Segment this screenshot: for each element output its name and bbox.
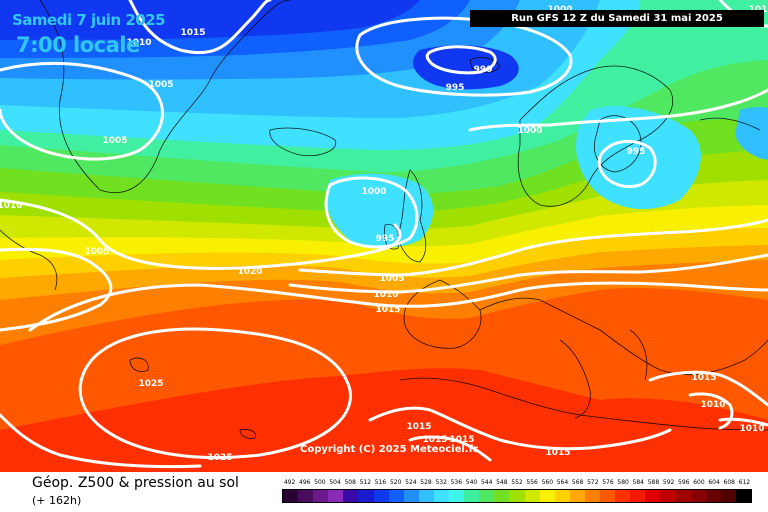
model-run-banner: Run GFS 12 Z du Samedi 31 mai 2025	[470, 10, 764, 27]
scale-swatch	[358, 490, 374, 502]
scale-swatch	[328, 490, 344, 502]
scale-label: 596	[678, 479, 690, 486]
isobar-label: 995	[446, 83, 465, 93]
scale-swatch	[494, 490, 510, 502]
color-scale-bar	[282, 489, 752, 503]
scale-swatch	[479, 490, 495, 502]
scale-label: 544	[480, 479, 493, 486]
scale-swatch	[298, 490, 314, 502]
isobars	[0, 0, 768, 469]
isobar-label: 1010	[0, 201, 23, 211]
scale-swatch	[705, 490, 721, 502]
scale-label: 528	[420, 479, 432, 486]
scale-swatch	[343, 490, 359, 502]
scale-label: 524	[405, 479, 417, 486]
geopotential-field: 1015 1010 1005 1005 1010 1005 1020 990 995 1000 10…	[0, 0, 768, 472]
isobar-label: 1015	[180, 28, 205, 38]
scale-label: 568	[571, 479, 584, 486]
scale-label: 576	[602, 479, 614, 486]
scale-swatch	[720, 490, 736, 502]
scale-label: 532	[435, 479, 447, 486]
scale-label: 552	[511, 479, 523, 486]
scale-label: 600	[693, 479, 705, 486]
isobar-label: 1010	[126, 38, 151, 48]
isobar-label: 1025	[138, 379, 163, 389]
isobar-label: 1005	[84, 247, 109, 257]
scale-label: 608	[723, 479, 735, 486]
weather-map: 1015 1010 1005 1005 1010 1005 1020 990 995 1000 10…	[0, 0, 768, 472]
isobar-label: 990	[474, 65, 493, 75]
scale-label: 612	[738, 479, 751, 486]
scale-label: 500	[314, 479, 326, 486]
isobar-label: 1010	[700, 400, 725, 410]
scale-swatch	[403, 490, 419, 502]
copyright-text: Copyright (C) 2025 Meteociel.fr	[300, 444, 478, 455]
scale-swatch	[584, 490, 600, 502]
isobar-label: 1015	[422, 435, 447, 445]
isobar-label: 1000	[517, 126, 542, 136]
scale-label: 556	[526, 479, 538, 486]
scale-swatch	[509, 490, 525, 502]
isobar-label: 1015	[375, 305, 400, 315]
isobar-label: 1005	[102, 136, 127, 146]
scale-swatch	[464, 490, 480, 502]
forecast-date: Samedi 7 juin 2025	[12, 11, 166, 29]
scale-label: 508	[344, 479, 356, 486]
scale-label: 516	[374, 479, 387, 486]
scale-label: 504	[329, 479, 341, 486]
scale-swatch	[539, 490, 555, 502]
legend-footer: Géop. Z500 & pression au sol (+ 162h) 49…	[0, 472, 768, 512]
scale-swatch	[524, 490, 540, 502]
isobar-label: 1005	[379, 274, 404, 284]
scale-swatch	[645, 490, 661, 502]
scale-swatch	[569, 490, 585, 502]
scale-label: 536	[450, 479, 463, 486]
isobar-label: 1020	[237, 267, 262, 277]
scale-label: 584	[632, 479, 644, 486]
isobar-label: 1010	[739, 424, 764, 434]
isobar-label: 1025	[207, 453, 232, 463]
scale-label: 588	[647, 479, 660, 486]
isobar-label: 995	[376, 234, 395, 244]
scale-swatch	[630, 490, 646, 502]
scale-label: 520	[389, 479, 402, 486]
field-title: Géop. Z500 & pression au sol	[32, 475, 239, 491]
scale-swatch	[735, 490, 751, 502]
scale-swatch	[313, 490, 329, 502]
isobar-label: 1000	[361, 187, 386, 197]
scale-label: 548	[496, 479, 508, 486]
scale-swatch	[433, 490, 450, 502]
scale-swatch	[388, 490, 404, 502]
scale-swatch	[675, 490, 691, 502]
scale-swatch	[449, 490, 465, 502]
forecast-lead-time: (+ 162h)	[32, 494, 82, 507]
scale-swatch	[599, 490, 616, 502]
isobar-label: 1005	[148, 80, 173, 90]
scale-label: 564	[556, 479, 569, 486]
scale-swatch	[283, 490, 299, 502]
scale-swatch	[615, 490, 631, 502]
scale-label: 592	[662, 479, 675, 486]
scale-swatch	[418, 490, 434, 502]
scale-swatch	[690, 490, 706, 502]
isobar-label: 1015	[406, 422, 431, 432]
scale-label: 560	[541, 479, 554, 486]
scale-label: 580	[617, 479, 629, 486]
isobar-label: 1010	[373, 290, 398, 300]
isobar-label: 1015	[449, 435, 474, 445]
isobar-label: 1015	[545, 448, 570, 458]
scale-swatch	[373, 490, 389, 502]
scale-swatch	[660, 490, 676, 502]
scale-label: 496	[299, 479, 311, 486]
isobar-label: 995	[627, 147, 646, 157]
scale-label: 512	[359, 479, 372, 486]
scale-label: 540	[465, 479, 478, 486]
forecast-local-time: 7:00 locale	[16, 33, 140, 57]
isobar-label: 1015	[691, 373, 716, 383]
scale-swatch	[554, 490, 570, 502]
scale-label: 572	[587, 479, 599, 486]
color-scale-labels: 492 496 500 504 508 512 516 520 524 528 532 536 540 5…	[282, 479, 752, 489]
scale-label: 492	[283, 479, 296, 486]
scale-label: 604	[708, 479, 720, 486]
